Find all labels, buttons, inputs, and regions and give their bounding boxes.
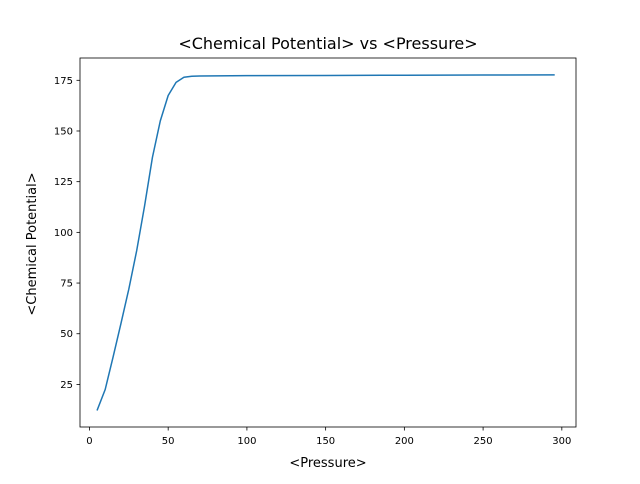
plot-area — [96, 74, 555, 411]
y-tick-label: 50 — [60, 329, 73, 340]
x-axis-label: <Pressure> — [289, 456, 366, 471]
axes: 0 50 100 150 200 250 300 25 50 75 100 125 150 175 — [54, 57, 577, 447]
series-line-1 — [96, 74, 555, 411]
y-tick-label: 75 — [60, 279, 73, 290]
y-tick-label: 125 — [54, 177, 73, 188]
x-tick-label: 300 — [552, 436, 571, 447]
y-tick-label: 100 — [54, 228, 73, 239]
y-tick-label: 25 — [60, 380, 73, 391]
x-tick-label: 100 — [237, 436, 256, 447]
x-tick-label: 0 — [86, 436, 92, 447]
y-tick-label: 175 — [54, 76, 73, 87]
x-tick-label: 200 — [395, 436, 414, 447]
x-tick-label: 250 — [474, 436, 493, 447]
axes-frame — [79, 57, 577, 428]
y-tick-label: 150 — [54, 126, 73, 137]
chart-title: <Chemical Potential> vs <Pressure> — [178, 34, 477, 53]
y-axis-label: <Chemical Potential> — [25, 172, 40, 315]
x-tick-label: 50 — [162, 436, 175, 447]
x-tick-label: 150 — [316, 436, 335, 447]
